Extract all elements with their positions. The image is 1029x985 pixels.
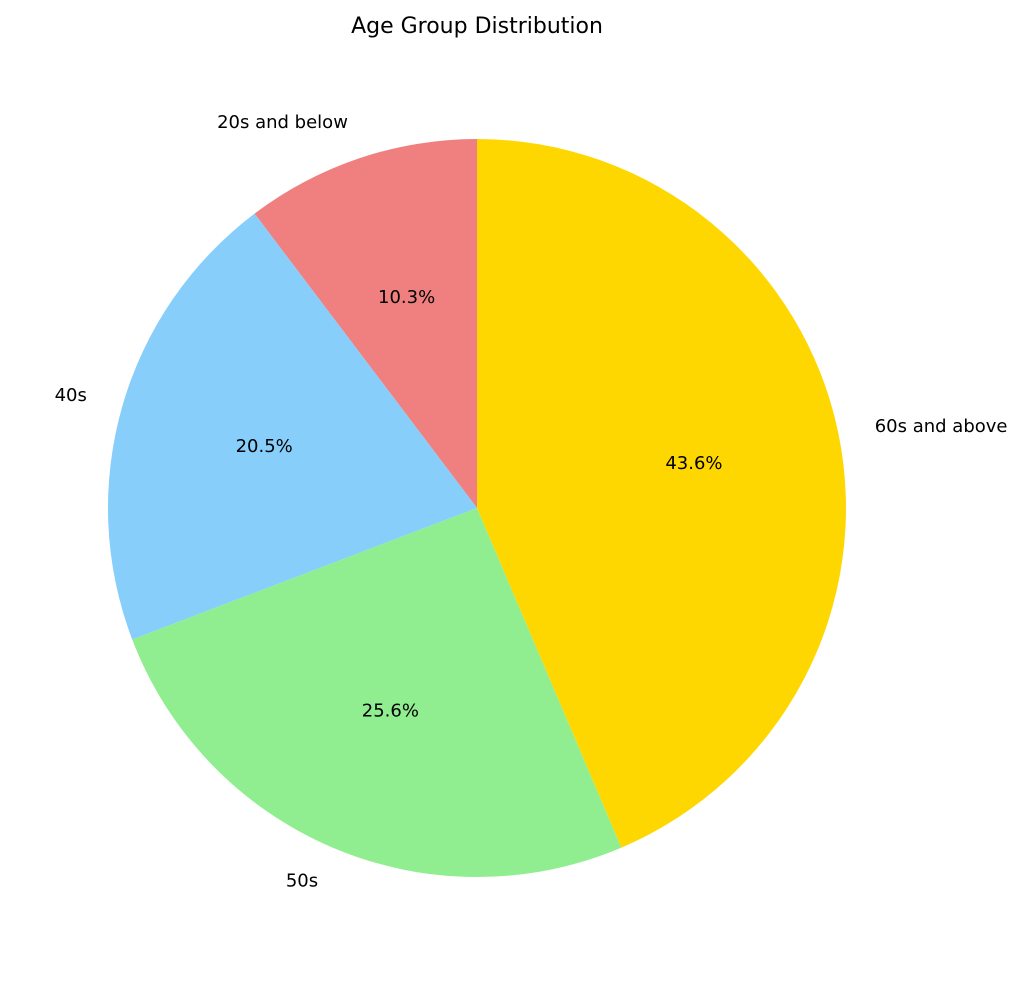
pct-label-60s-and-above: 43.6% bbox=[665, 453, 722, 474]
slice-label-50s: 50s bbox=[286, 871, 318, 892]
slice-label-40s: 40s bbox=[55, 385, 87, 406]
slice-label-20s-and-below: 20s and below bbox=[217, 112, 348, 133]
pct-label-20s-and-below: 10.3% bbox=[378, 287, 435, 308]
pct-label-40s: 20.5% bbox=[236, 436, 293, 457]
pie-slice-40s bbox=[107, 213, 477, 640]
slice-label-60s-and-above: 60s and above bbox=[875, 416, 1008, 437]
pie-slice-60s-and-above bbox=[477, 139, 847, 848]
pie-slice-50s bbox=[132, 508, 622, 877]
pie-slice-20s-and-below bbox=[254, 139, 477, 508]
pie-labels: 20s and below 10.3% 40s 20.5% 50s 25.6% 60s an… bbox=[55, 112, 1008, 891]
pie-slices bbox=[107, 139, 847, 877]
chart-title: Age Group Distribution bbox=[351, 14, 603, 39]
pct-label-50s: 25.6% bbox=[362, 701, 419, 722]
